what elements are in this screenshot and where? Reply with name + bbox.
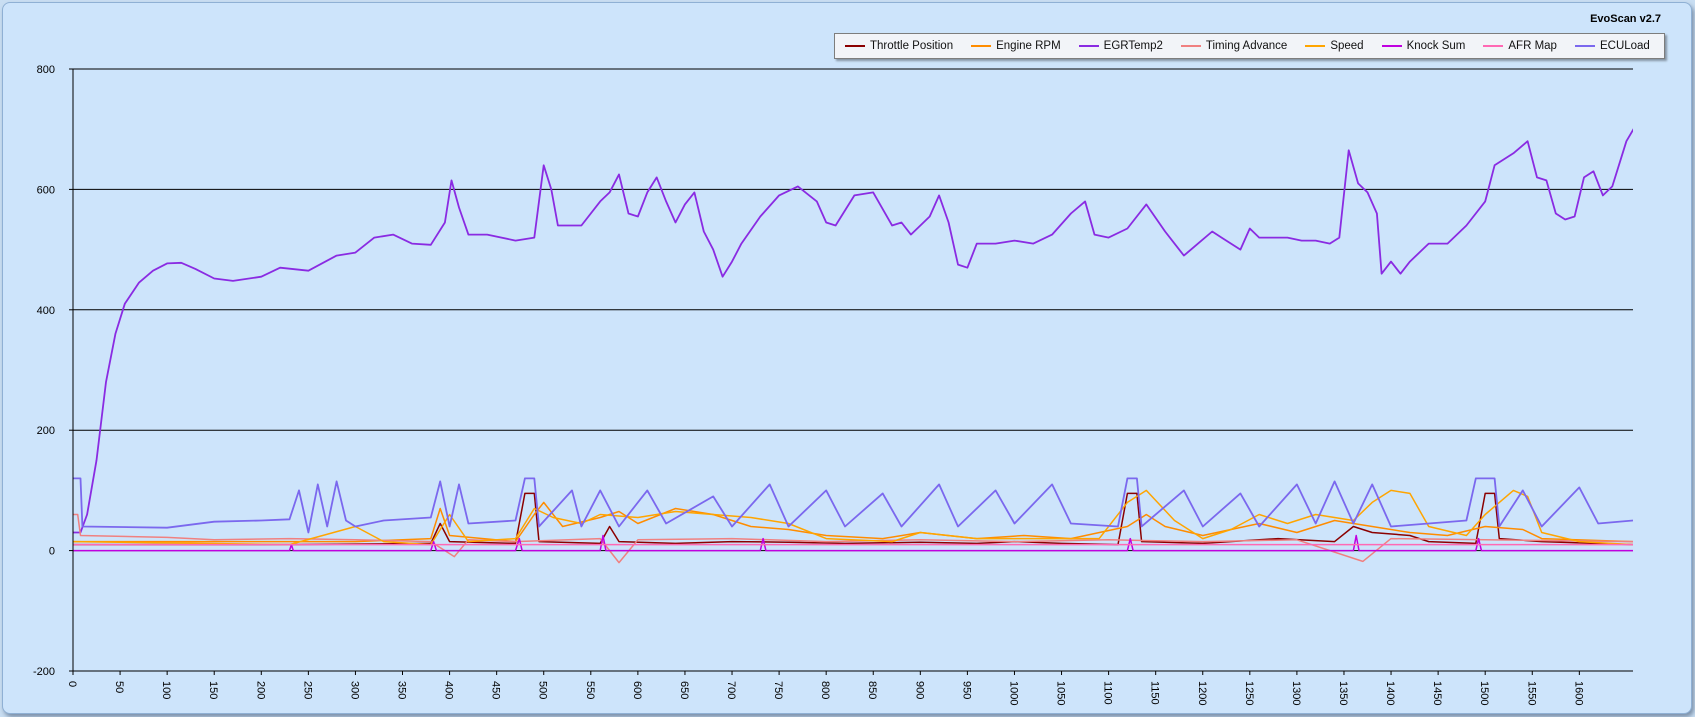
x-tick-label: 300 [348,681,360,699]
x-tick-label: 500 [537,681,549,699]
x-tick-label: 150 [207,681,219,699]
series-line-timing-advance [73,513,1633,564]
x-tick-label: 950 [960,681,972,699]
legend: Throttle Position Engine RPM EGRTemp2 Timin… [834,33,1665,59]
x-tick-label: 450 [490,681,502,699]
legend-item[interactable]: Throttle Position [845,40,953,52]
legend-swatch [845,45,865,47]
y-tick-label: -200 [33,666,55,678]
legend-item[interactable]: Knock Sum [1381,40,1466,52]
legend-swatch [1078,45,1099,47]
legend-item[interactable]: Timing Advance [1180,40,1288,52]
series-line-engine-rpm [73,501,1633,543]
y-tick-label: 400 [37,305,55,317]
x-tick-label: 800 [819,681,831,699]
legend-label: Throttle Position [870,40,954,52]
y-tick-label: 600 [37,184,55,196]
legend-label: Timing Advance [1205,40,1288,52]
x-tick-label: 1000 [1007,681,1019,705]
x-tick-label: 1450 [1431,681,1443,705]
legend-swatch [1483,45,1504,47]
legend-item[interactable]: EGRTemp2 [1078,40,1163,52]
x-tick-label: 1150 [1149,681,1161,705]
x-tick-label: 550 [584,681,596,699]
legend-item[interactable]: AFR Map [1483,40,1557,52]
x-tick-label: 1200 [1196,681,1208,705]
y-tick-label: 200 [37,425,55,437]
x-tick-label: 750 [772,681,784,699]
x-tick-label: 850 [866,681,878,699]
legend-label: EGRTemp2 [1103,40,1163,52]
legend-swatch [1574,45,1595,47]
series-layer [73,128,1633,564]
x-tick-label: 400 [443,681,455,699]
legend-item[interactable]: Engine RPM [971,40,1061,52]
x-tick-label: 1500 [1478,681,1490,705]
x-tick-label: 1250 [1243,681,1255,705]
legend-swatch [971,45,992,47]
x-tick-label: 350 [396,681,408,699]
y-tick-label: 0 [49,546,55,558]
x-tick-label: 600 [631,681,643,699]
legend-swatch [1381,45,1402,47]
x-tick-label: 200 [254,681,266,699]
legend-label: Knock Sum [1406,40,1466,52]
legend-item[interactable]: Speed [1305,40,1364,52]
legend-label: AFR Map [1508,40,1557,52]
x-tick-label: 1050 [1055,681,1067,705]
legend-label: ECULoad [1599,40,1650,52]
legend-label: Engine RPM [996,40,1061,52]
x-tick-label: 1300 [1290,681,1302,705]
x-tick-label: 700 [725,681,737,699]
x-tick-label: 250 [301,681,313,699]
app-title: EvoScan v2.7 [1590,13,1661,25]
legend-label: Speed [1330,40,1364,52]
series-line-ecuload [73,477,1633,534]
x-tick-label: 100 [160,681,172,699]
x-tick-label: 1350 [1337,681,1349,705]
x-tick-label: 1600 [1572,681,1584,705]
x-tick-label: 50 [113,681,125,693]
x-tick-label: 1400 [1384,681,1396,705]
legend-item[interactable]: ECULoad [1574,40,1650,52]
x-tick-label: 650 [678,681,690,699]
series-line-knock-sum [73,534,1633,552]
x-tick-label: 1100 [1102,681,1114,705]
grid-layer [73,68,1633,672]
axis-layer: 800 600 400 200 0 -200 0 50 100 150 200 250 300 350 40… [33,64,1633,705]
y-tick-label: 800 [37,64,55,76]
series-line-speed [73,489,1633,546]
x-tick-label: 1550 [1525,681,1537,705]
legend-swatch [1180,45,1201,47]
series-line-egrtemp2 [73,128,1633,534]
chart-svg[interactable]: 800 600 400 200 0 -200 0 50 100 150 200 250 300 350 40… [3,3,1693,715]
legend-swatch [1305,45,1326,47]
x-tick-label: 900 [913,681,925,699]
x-tick-label: 0 [66,681,78,687]
